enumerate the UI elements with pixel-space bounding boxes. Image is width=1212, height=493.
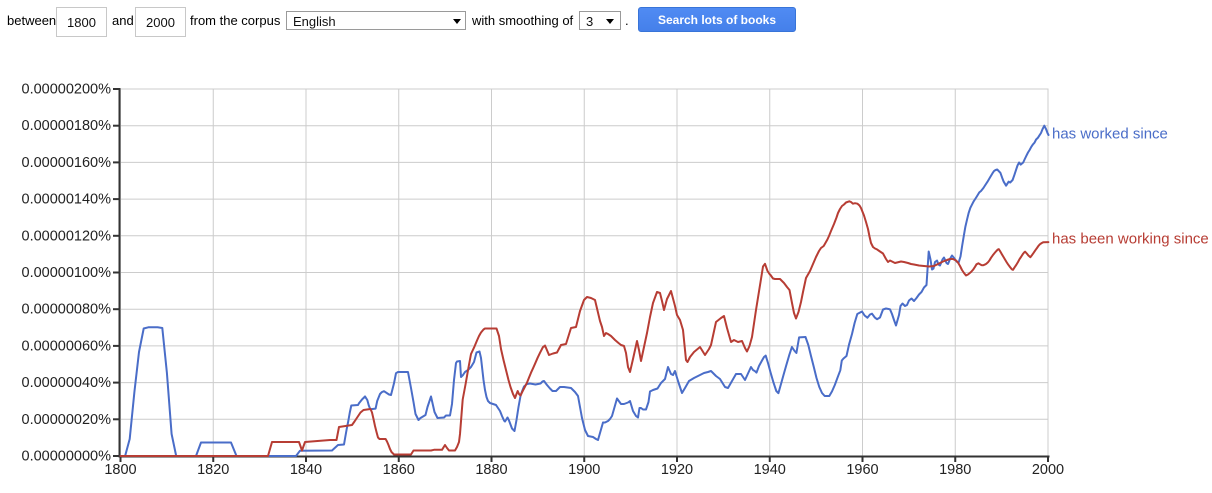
svg-text:1820: 1820 [197,462,229,478]
svg-text:1860: 1860 [383,462,415,478]
svg-text:0.00000160%: 0.00000160% [22,155,112,171]
svg-text:0.00000140%: 0.00000140% [22,192,112,208]
svg-text:1880: 1880 [475,462,507,478]
svg-text:0.00000180%: 0.00000180% [22,118,112,134]
svg-text:0.00000200%: 0.00000200% [22,82,112,98]
svg-text:1980: 1980 [939,462,971,478]
svg-text:0.00000120%: 0.00000120% [22,228,112,244]
svg-text:1920: 1920 [661,462,693,478]
svg-text:0.00000080%: 0.00000080% [22,302,112,318]
svg-text:0.00000060%: 0.00000060% [22,338,112,354]
svg-text:has worked since: has worked since [1052,126,1168,143]
svg-text:1900: 1900 [568,462,600,478]
svg-text:0.00000100%: 0.00000100% [22,265,112,281]
svg-text:1840: 1840 [290,462,322,478]
svg-text:0.00000000%: 0.00000000% [22,449,112,465]
svg-text:1940: 1940 [754,462,786,478]
svg-text:2000: 2000 [1032,462,1064,478]
svg-text:1960: 1960 [846,462,878,478]
svg-text:1800: 1800 [104,462,136,478]
svg-text:0.00000020%: 0.00000020% [22,412,112,428]
svg-text:has been working since: has been working since [1052,231,1209,248]
svg-text:0.00000040%: 0.00000040% [22,375,112,391]
